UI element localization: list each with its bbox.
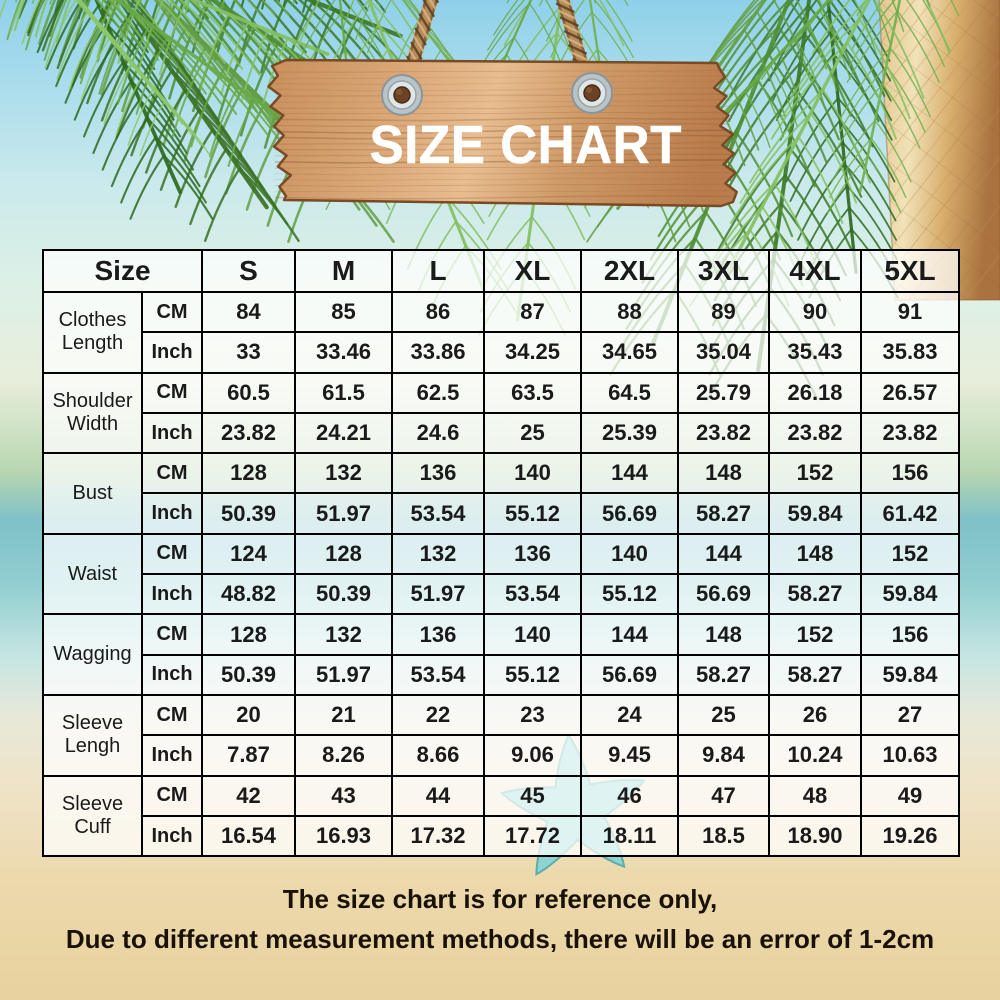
svg-text:SIZE CHART: SIZE CHART — [370, 115, 682, 175]
